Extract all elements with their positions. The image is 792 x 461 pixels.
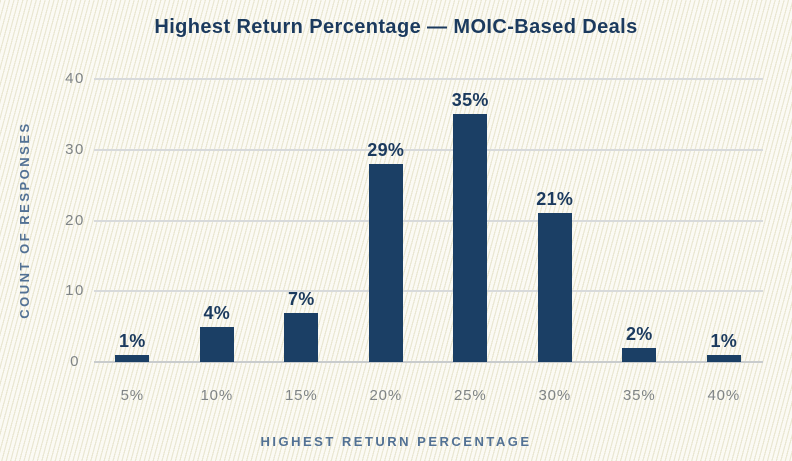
plot-area: 1% 4% 7% 29% 35% 21% 2% 1%: [90, 78, 766, 363]
bar-value-label: 1%: [710, 330, 738, 351]
x-tick-label: 35%: [623, 387, 656, 404]
y-tick-label: 0: [70, 353, 80, 370]
x-tick-label: 5%: [120, 387, 144, 404]
y-tick-label: 10: [65, 282, 85, 299]
y-tick-label: 20: [65, 212, 85, 229]
x-tick-row: 5% 10% 15% 20% 25% 30% 35% 40%: [90, 387, 766, 404]
bar: [706, 354, 741, 362]
bar-slot: 21%: [513, 79, 598, 362]
x-tick-label: 25%: [454, 387, 487, 404]
bar-slot: 1%: [90, 79, 175, 362]
bar-slot: 35%: [428, 79, 513, 362]
bar-value-label: 35%: [451, 90, 489, 111]
bar-slot: 29%: [344, 79, 429, 362]
bar-value-label: 29%: [367, 139, 405, 160]
bar: [284, 312, 319, 362]
x-tick-label: 30%: [538, 387, 571, 404]
x-tick-label: 40%: [707, 387, 740, 404]
x-axis-title: HIGHEST RETURN PERCENTAGE: [260, 434, 532, 449]
bar-slot: 4%: [175, 79, 260, 362]
y-tick-label: 40: [65, 70, 85, 87]
gridline: [94, 220, 763, 222]
bar-value-label: 7%: [287, 288, 315, 309]
x-tick-label: 15%: [285, 387, 318, 404]
x-tick-label: 20%: [369, 387, 402, 404]
bar-slot: 2%: [597, 79, 682, 362]
gridline: [94, 78, 763, 80]
bar-slot: 7%: [259, 79, 344, 362]
bars-row: 1% 4% 7% 29% 35% 21% 2% 1%: [90, 79, 766, 362]
x-tick-label: 10%: [200, 387, 233, 404]
bar-value-label: 2%: [625, 323, 653, 344]
gridline: [94, 290, 763, 292]
y-tick-labels: 0 10 20 30 40: [55, 70, 95, 370]
y-axis-title: COUNT OF RESPONSES: [17, 121, 32, 319]
bar-value-label: 4%: [203, 302, 231, 323]
bar: [199, 326, 234, 362]
bar: [453, 114, 488, 362]
bar: [115, 354, 150, 362]
y-tick-label: 30: [65, 141, 85, 158]
bar: [622, 347, 657, 362]
x-axis-baseline: [94, 361, 763, 363]
chart-title: Highest Return Percentage — MOIC-Based D…: [154, 16, 638, 38]
bar-value-label: 21%: [536, 189, 574, 210]
bar-slot: 1%: [682, 79, 767, 362]
bar-value-label: 1%: [118, 330, 146, 351]
bar: [368, 163, 403, 362]
gridline: [94, 149, 763, 151]
bar: [537, 213, 572, 362]
